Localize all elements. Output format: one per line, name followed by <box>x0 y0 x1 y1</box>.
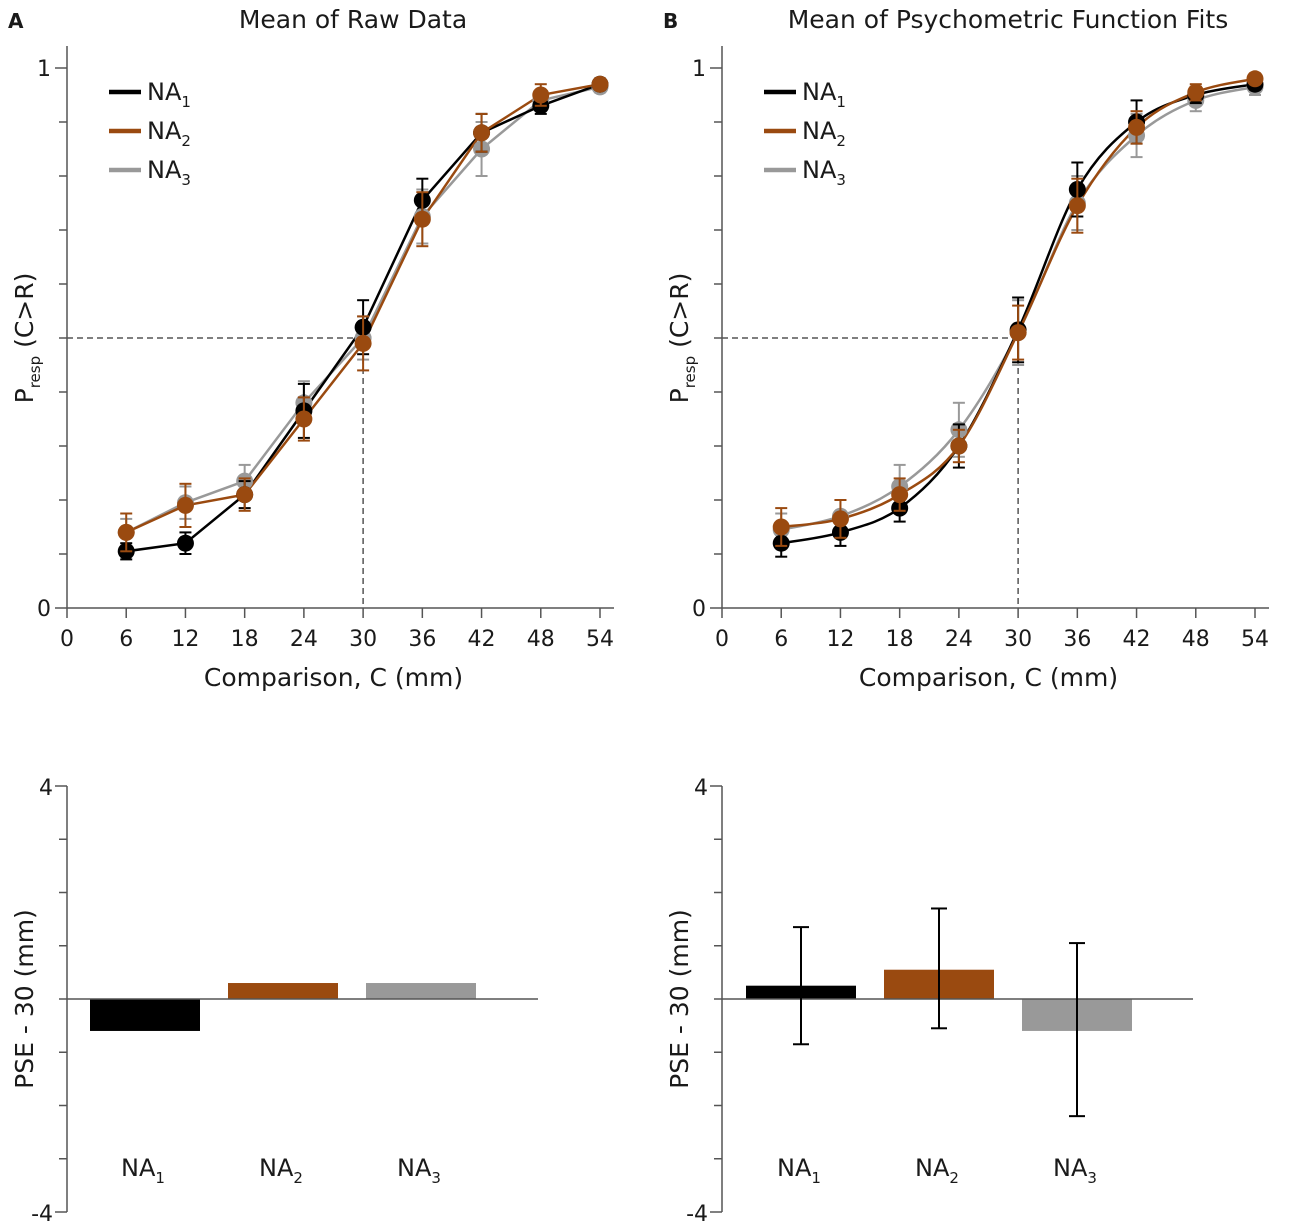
x-tick-label: 6 <box>774 627 788 652</box>
category-label-na3: NA3 <box>397 1154 441 1187</box>
x-tick-label: 36 <box>1063 627 1091 652</box>
data-point-na2 <box>591 75 609 93</box>
y-tick-label: 0 <box>692 597 706 622</box>
x-tick-label: 24 <box>945 627 973 652</box>
panel-a-bar-chart: 4 -4 PSE - 30 (mm) NA1 NA2 NA3 <box>10 776 538 1227</box>
y-axis-label: PSE - 30 (mm) <box>10 909 39 1089</box>
x-tick-label: 18 <box>231 627 259 652</box>
legend-label-na3: NA3 <box>147 156 191 189</box>
data-point-na2 <box>532 86 550 104</box>
x-tick-label: 0 <box>60 627 74 652</box>
category-label-na1: NA1 <box>121 1154 165 1187</box>
data-point-na2 <box>176 496 194 514</box>
x-tick-label: 42 <box>468 627 496 652</box>
x-tick-label: 30 <box>349 627 377 652</box>
title-panel-a: Mean of Raw Data <box>239 5 467 34</box>
data-point-na2 <box>1128 118 1146 136</box>
data-point-na2 <box>1246 70 1264 88</box>
data-point-na2 <box>295 410 313 428</box>
panel-b-line-chart: 0 1 0 6 12 18 24 30 36 42 48 54 Comparison, C (mm) Pr… <box>665 46 1269 692</box>
title-panel-b: Mean of Psychometric Function Fits <box>788 5 1229 34</box>
bar-na2 <box>228 983 338 999</box>
panel-letter-b: B <box>663 9 678 33</box>
y-tick-label: 1 <box>692 57 706 82</box>
legend-label-na2: NA2 <box>147 117 191 150</box>
x-tick-label: 30 <box>1004 627 1032 652</box>
data-point-na2 <box>473 124 491 142</box>
data-point-na2 <box>354 334 372 352</box>
bar-na1 <box>90 999 200 1031</box>
y-axis-label: Presp (C>R) <box>10 273 44 404</box>
y-tick-label: 0 <box>37 597 51 622</box>
panel-b-bar-chart: 4 -4 PSE - 30 (mm) NA1 NA2 NA3 <box>665 776 1193 1227</box>
data-point-na2 <box>1187 83 1205 101</box>
x-tick-label: 54 <box>586 627 614 652</box>
x-tick-label: 36 <box>408 627 436 652</box>
y-axis-label: Presp (C>R) <box>665 273 699 404</box>
legend-label-na1: NA1 <box>147 78 191 111</box>
data-point-na2 <box>772 518 790 536</box>
data-point-na2 <box>1068 197 1086 215</box>
x-axis-label: Comparison, C (mm) <box>859 663 1118 692</box>
x-tick-label: 0 <box>715 627 729 652</box>
legend-label-na1: NA1 <box>802 78 846 111</box>
data-point-na2 <box>117 523 135 541</box>
x-tick-label: 12 <box>171 627 199 652</box>
x-axis-label: Comparison, C (mm) <box>204 663 463 692</box>
category-label-na1: NA1 <box>777 1154 821 1187</box>
y-tick-label: -4 <box>686 1202 708 1227</box>
y-axis-label: PSE - 30 (mm) <box>665 909 694 1089</box>
data-point-na2 <box>236 486 254 504</box>
data-point-na1 <box>176 534 194 552</box>
legend-label-na2: NA2 <box>802 117 846 150</box>
y-tick-label: 4 <box>694 776 708 801</box>
data-point-na2 <box>1009 324 1027 342</box>
data-point-na2 <box>891 486 909 504</box>
x-tick-label: 6 <box>119 627 133 652</box>
x-tick-label: 54 <box>1241 627 1269 652</box>
data-point-na2 <box>831 510 849 528</box>
x-tick-label: 48 <box>1182 627 1210 652</box>
panel-a-line-chart: 0 1 0 6 12 18 24 30 36 42 48 54 Comparison, C (mm) Pr… <box>10 46 614 692</box>
category-label-na2: NA2 <box>259 1154 303 1187</box>
y-tick-label: -4 <box>31 1202 53 1227</box>
y-tick-label: 4 <box>39 776 53 801</box>
data-point-na2 <box>950 437 968 455</box>
x-tick-label: 42 <box>1123 627 1151 652</box>
x-tick-label: 24 <box>290 627 318 652</box>
y-tick-label: 1 <box>37 57 51 82</box>
data-point-na2 <box>413 210 431 228</box>
bar-na3 <box>366 983 476 999</box>
x-tick-label: 48 <box>527 627 555 652</box>
panel-letter-a: A <box>8 9 24 33</box>
x-tick-label: 12 <box>826 627 854 652</box>
x-tick-label: 18 <box>886 627 914 652</box>
category-label-na3: NA3 <box>1053 1154 1097 1187</box>
legend-label-na3: NA3 <box>802 156 846 189</box>
category-label-na2: NA2 <box>915 1154 959 1187</box>
